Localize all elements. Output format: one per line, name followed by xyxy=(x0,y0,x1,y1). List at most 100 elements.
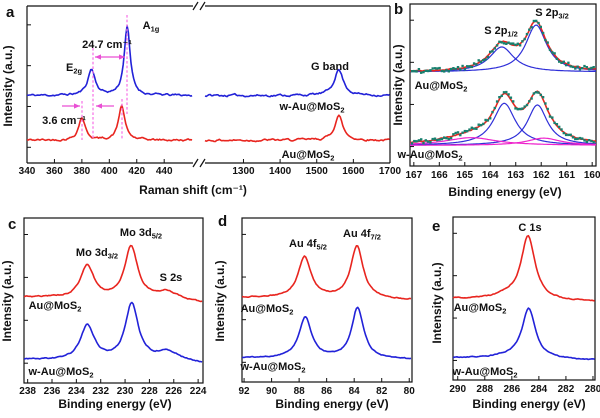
scatter-point xyxy=(447,70,450,73)
scatter-point xyxy=(505,42,508,45)
scatter-point xyxy=(523,37,526,41)
panel-e-x-tick: 286 xyxy=(503,384,520,395)
panel-b-x-tick: 167 xyxy=(405,170,422,181)
panel-a-x-tick: 1700 xyxy=(379,166,402,177)
scatter-point xyxy=(440,69,444,73)
panel-d-x-tick: 88 xyxy=(294,386,306,397)
scatter-point xyxy=(569,133,572,136)
scatter-point xyxy=(452,67,455,70)
panel-e-label: w-Au@MoS2 xyxy=(452,366,518,380)
scatter-point xyxy=(424,69,427,72)
scatter-point xyxy=(461,131,464,134)
scatter-point xyxy=(479,60,483,63)
spectrum-curve xyxy=(409,137,596,146)
scatter-point xyxy=(463,68,467,71)
scatter-point xyxy=(544,38,547,42)
panel-c-x-tick: 234 xyxy=(68,386,85,397)
scatter-point xyxy=(482,59,485,62)
scatter-point xyxy=(569,65,572,68)
scatter-point xyxy=(551,51,554,54)
scatter-point xyxy=(449,68,453,71)
scatter-point xyxy=(426,69,430,73)
panel-d-x-tick: 90 xyxy=(266,386,278,397)
scatter-point xyxy=(562,60,565,63)
panel-b-letter: b xyxy=(394,1,404,18)
scatter-point xyxy=(440,137,444,141)
panel-b-x-axis-title: Binding energy (eV) xyxy=(448,185,562,199)
spectrum-curve xyxy=(26,104,390,143)
scatter-point xyxy=(574,67,577,70)
scatter-point xyxy=(443,136,446,139)
panel-e-x-tick: 284 xyxy=(531,384,548,395)
panel-d-x-tick: 86 xyxy=(321,386,333,397)
panel-a-x-tick: 1300 xyxy=(232,166,255,177)
scatter-point xyxy=(535,91,538,94)
panel-b-x-tick: 165 xyxy=(456,170,473,181)
scatter-point xyxy=(484,58,487,61)
scatter-point xyxy=(539,25,542,29)
panel-a-x-tick: 420 xyxy=(128,166,145,177)
scatter-point xyxy=(459,133,462,137)
scatter-point xyxy=(482,122,485,126)
scatter-point xyxy=(500,94,503,97)
panel-a-letter: a xyxy=(6,4,15,21)
scatter-point xyxy=(436,67,439,70)
scatter-point xyxy=(528,28,531,31)
panel-b-label: Au@MoS2 xyxy=(415,80,468,94)
scatter-point xyxy=(507,93,510,96)
scatter-point xyxy=(495,100,499,103)
scatter-point xyxy=(581,67,584,70)
scatter-point xyxy=(576,137,579,141)
scatter-point xyxy=(571,65,575,69)
scatter-point xyxy=(562,131,565,135)
scatter-point xyxy=(521,40,524,43)
panel-a-label: 3.6 cm⁻¹ xyxy=(42,115,86,127)
scatter-point xyxy=(539,93,542,97)
panel-a-label: w-Au@MoS2 xyxy=(279,101,345,115)
scatter-point xyxy=(415,70,418,73)
panel-c-label: w-Au@MoS2 xyxy=(28,366,94,380)
scatter-point xyxy=(502,42,506,45)
scatter-point xyxy=(564,63,568,67)
scatter-point xyxy=(498,96,501,99)
panel-c-x-tick: 224 xyxy=(190,386,207,397)
panel-a-label: E2g xyxy=(66,62,82,76)
panel-e-x-tick: 282 xyxy=(558,384,575,395)
scatter-point xyxy=(518,107,522,111)
spectrum-curve xyxy=(452,234,595,302)
panel-b-label: w-Au@MoS2 xyxy=(397,149,463,163)
scatter-point xyxy=(436,138,439,142)
scatter-point xyxy=(433,137,437,140)
panel-a-x-tick: 360 xyxy=(46,166,63,177)
scatter-point xyxy=(587,68,591,71)
panel-c-x-tick: 238 xyxy=(19,386,36,397)
scatter-point xyxy=(516,42,519,45)
scatter-point xyxy=(512,100,515,103)
scatter-point xyxy=(466,130,469,133)
panel-e-x-tick: 288 xyxy=(476,384,493,395)
scatter-point xyxy=(587,139,591,142)
panel-b: 167 166 165 164 163 162 161 160 S 2p1/2 S 2p3/2 Au… xyxy=(397,3,600,181)
scatter-point xyxy=(495,44,499,47)
scatter-point xyxy=(415,140,418,143)
scatter-point xyxy=(475,127,478,130)
scatter-point xyxy=(420,138,423,141)
scatter-point xyxy=(498,40,501,43)
scatter-point xyxy=(452,133,455,136)
panel-c-label: Au@MoS2 xyxy=(29,300,82,314)
panel-e-label: Au@MoS2 xyxy=(454,302,507,316)
scatter-point xyxy=(578,68,582,71)
scatter-point xyxy=(509,42,513,45)
spectrum-curve xyxy=(26,24,390,98)
scatter-point xyxy=(590,139,593,143)
scatter-point xyxy=(567,61,570,64)
panel-c-x-tick: 236 xyxy=(44,386,61,397)
scatter-point xyxy=(429,140,432,144)
panel-a: 340 360 380 400 420 440 1300 1400 1500 1600 1700 E2… xyxy=(19,1,402,177)
scatter-point xyxy=(516,108,519,111)
scatter-point xyxy=(486,119,490,122)
scatter-point xyxy=(470,126,473,129)
spectrum-curve xyxy=(23,244,203,303)
